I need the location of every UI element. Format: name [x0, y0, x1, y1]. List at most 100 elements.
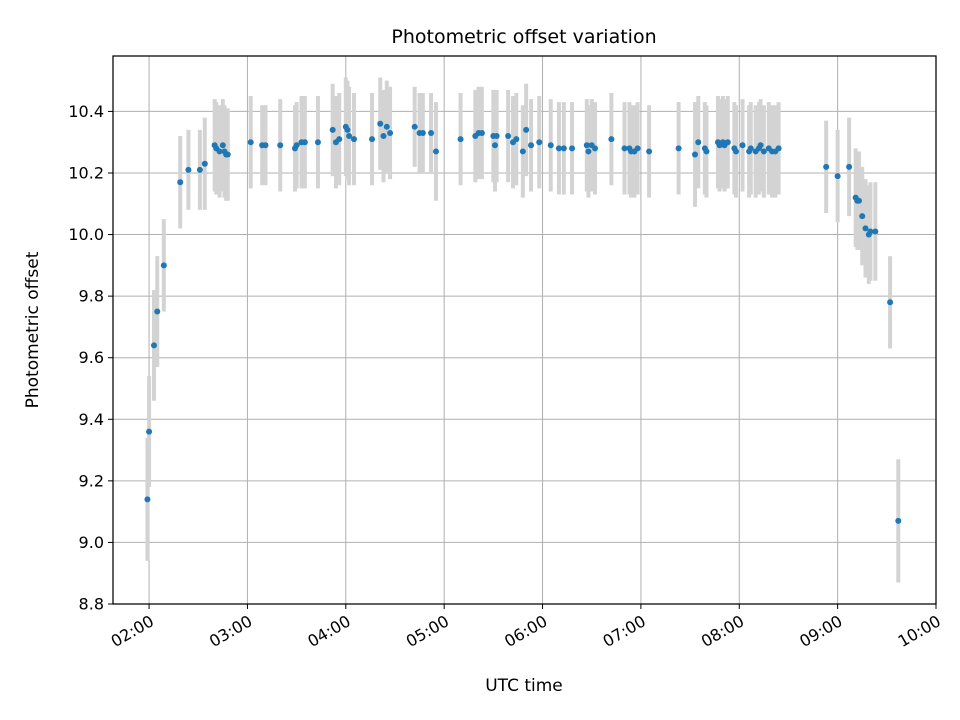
- y-tick-label: 10.0: [68, 225, 104, 244]
- data-point: [150, 342, 157, 349]
- data-point: [201, 160, 208, 167]
- y-tick-label: 9.4: [79, 410, 104, 429]
- data-point: [513, 136, 520, 143]
- data-point: [383, 123, 390, 130]
- data-point: [146, 428, 153, 435]
- x-axis-ticks: 02:00 03:00 04:00 05:00 06:00 07:00 08:00 09:00…: [108, 604, 944, 651]
- data-point: [887, 299, 894, 306]
- data-point: [775, 145, 782, 152]
- data-point: [823, 163, 830, 170]
- x-tick-label: 09:00: [796, 611, 845, 651]
- data-point: [144, 496, 151, 503]
- data-point: [491, 142, 498, 149]
- data-point: [675, 145, 682, 152]
- plot-frame: [112, 55, 937, 605]
- data-point: [380, 133, 387, 140]
- y-axis-ticks: 8.8 9.0 9.2 9.4 9.6 9.8 10.0 10.2 10.4: [68, 102, 113, 614]
- x-tick-label: 02:00: [108, 611, 157, 651]
- data-point: [695, 139, 702, 146]
- data-point: [185, 166, 192, 173]
- x-tick-label: 03:00: [206, 611, 255, 651]
- data-point: [591, 145, 598, 152]
- data-point: [703, 148, 710, 155]
- data-point: [344, 126, 351, 133]
- y-tick-label: 9.0: [79, 533, 104, 552]
- data-point: [247, 139, 254, 146]
- data-points: [144, 120, 902, 524]
- data-point: [346, 133, 353, 140]
- data-point: [569, 145, 576, 152]
- x-tick-label: 10:00: [895, 611, 944, 651]
- data-point: [277, 142, 284, 149]
- y-tick-label: 8.8: [79, 595, 104, 614]
- chart-title: Photometric offset variation: [391, 26, 656, 48]
- x-tick-label: 05:00: [403, 611, 452, 651]
- data-point: [528, 142, 535, 149]
- data-point: [867, 228, 874, 235]
- y-tick-label: 9.2: [79, 471, 104, 490]
- data-point: [747, 145, 754, 152]
- data-point: [560, 145, 567, 152]
- data-point: [419, 129, 426, 136]
- x-axis-label: UTC time: [485, 676, 563, 696]
- data-point: [760, 148, 767, 155]
- data-point: [154, 308, 161, 315]
- data-point: [732, 148, 739, 155]
- data-point: [369, 136, 376, 143]
- data-point: [846, 163, 853, 170]
- data-point: [724, 139, 731, 146]
- data-point: [621, 145, 628, 152]
- data-point: [457, 136, 464, 143]
- x-tick-label: 06:00: [501, 611, 550, 651]
- y-axis-label: Photometric offset: [23, 251, 43, 408]
- data-point: [196, 166, 203, 173]
- data-point: [387, 129, 394, 136]
- data-point: [646, 148, 653, 155]
- data-point: [329, 126, 336, 133]
- data-point: [855, 197, 862, 204]
- data-point: [757, 142, 764, 149]
- data-point: [160, 262, 167, 269]
- data-point: [859, 213, 866, 220]
- data-point: [634, 145, 641, 152]
- y-tick-label: 9.8: [79, 287, 104, 306]
- data-point: [547, 142, 554, 149]
- data-point: [301, 139, 308, 146]
- data-point: [293, 142, 300, 149]
- data-point: [432, 148, 439, 155]
- data-point: [739, 142, 746, 149]
- data-point: [834, 173, 841, 180]
- data-point: [872, 228, 879, 235]
- data-point: [478, 129, 485, 136]
- data-point: [862, 225, 869, 232]
- data-point: [216, 148, 223, 155]
- data-point: [411, 123, 418, 130]
- data-point: [314, 139, 321, 146]
- data-point: [428, 129, 435, 136]
- data-point: [493, 133, 500, 140]
- data-point: [262, 142, 269, 149]
- data-point: [336, 136, 343, 143]
- data-point: [585, 148, 592, 155]
- x-tick-label: 07:00: [599, 611, 648, 651]
- data-point: [224, 151, 231, 158]
- data-point: [505, 133, 512, 140]
- data-point: [895, 517, 902, 524]
- x-tick-label: 04:00: [304, 611, 353, 651]
- data-point: [608, 136, 615, 143]
- y-tick-label: 9.6: [79, 348, 104, 367]
- x-tick-label: 08:00: [698, 611, 747, 651]
- y-tick-label: 10.4: [68, 102, 104, 121]
- y-tick-label: 10.2: [68, 163, 104, 182]
- data-point: [536, 139, 543, 146]
- data-point: [692, 151, 699, 158]
- data-point: [519, 148, 526, 155]
- data-point: [177, 179, 184, 186]
- data-point: [219, 142, 226, 149]
- data-point: [523, 126, 530, 133]
- data-point: [377, 120, 384, 127]
- data-point: [350, 136, 357, 143]
- data-point: [555, 145, 562, 152]
- data-point: [583, 142, 590, 149]
